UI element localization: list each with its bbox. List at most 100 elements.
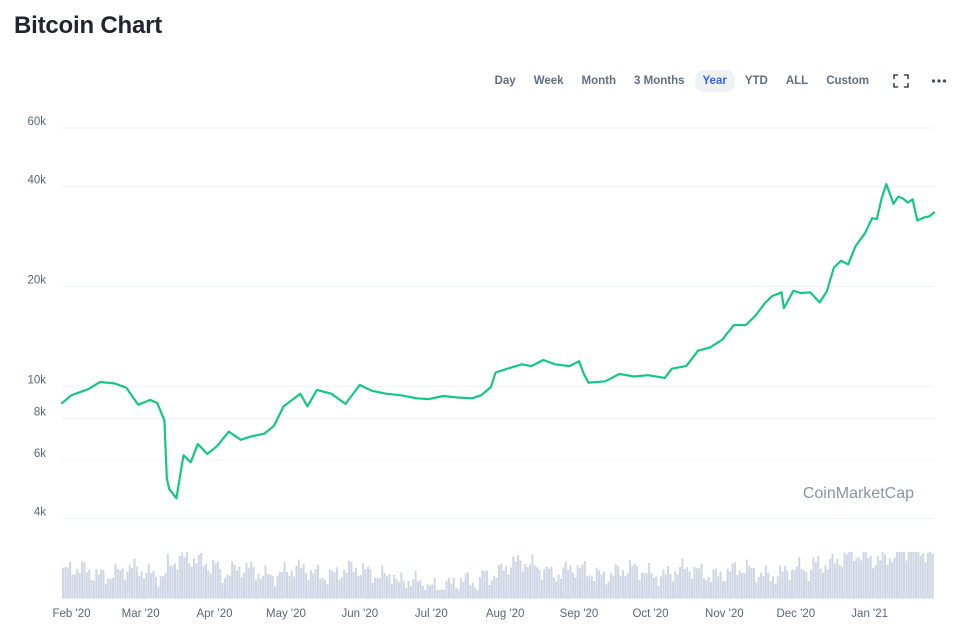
volume-bar: [769, 581, 772, 598]
range-all-button[interactable]: ALL: [785, 75, 809, 87]
volume-bar: [879, 560, 882, 598]
x-tick-label: Jul '20: [415, 608, 448, 620]
volume-bar: [593, 581, 596, 598]
volume-bar: [514, 561, 517, 598]
volume-bar: [250, 561, 253, 598]
volume-bar: [324, 579, 327, 598]
volume-bar: [193, 558, 196, 598]
volume-bar: [881, 552, 884, 598]
range-day-button[interactable]: Day: [494, 75, 516, 87]
volume-bar: [855, 558, 858, 598]
time-range-toolbar: Day Week Month 3 Months Year YTD ALL Cus…: [487, 69, 953, 93]
x-tick-label: Jan '21: [851, 608, 888, 620]
volume-bar: [864, 552, 867, 598]
volume-bar: [154, 576, 157, 598]
volume-bar: [157, 586, 160, 598]
volume-bar: [114, 563, 117, 598]
volume-bar: [786, 570, 789, 598]
volume-bar: [545, 566, 548, 598]
x-tick-label: Mar '20: [122, 608, 160, 620]
range-ytd-button[interactable]: YTD: [744, 75, 768, 87]
volume-bar: [293, 576, 296, 598]
volume-bar: [888, 558, 891, 598]
volume-bar: [850, 552, 853, 598]
volume-bar: [891, 562, 894, 598]
volume-bar: [905, 560, 908, 598]
volume-bar: [533, 565, 536, 598]
volume-bar: [459, 578, 462, 598]
volume-bar: [552, 577, 555, 598]
volume-bar: [452, 577, 455, 598]
volume-bar: [719, 571, 722, 598]
volume-bar: [876, 556, 879, 598]
volume-bar: [612, 575, 615, 598]
volume-bar: [486, 570, 489, 598]
volume-bar: [695, 567, 698, 598]
volume-bar: [788, 579, 791, 598]
volume-bar: [645, 573, 648, 598]
volume-bar: [838, 564, 841, 598]
volume-bar: [867, 557, 870, 598]
volume-bar: [895, 552, 898, 598]
volume-bar: [721, 581, 724, 598]
fullscreen-icon[interactable]: [887, 69, 915, 93]
volume-bar: [517, 555, 520, 598]
volume-bar: [655, 576, 658, 598]
volume-bars: [62, 552, 934, 598]
volume-bar: [783, 565, 786, 598]
volume-bar: [752, 567, 755, 598]
range-week-button[interactable]: Week: [533, 75, 564, 87]
volume-bar: [364, 569, 367, 598]
volume-bar: [467, 572, 470, 598]
volume-bar: [183, 557, 186, 598]
volume-bar: [478, 577, 481, 598]
x-tick-label: Sep '20: [560, 608, 599, 620]
volume-bar: [426, 584, 429, 598]
volume-bar: [123, 579, 126, 598]
volume-bar: [919, 555, 922, 598]
y-tick-label: 40k: [27, 174, 46, 186]
volume-bar: [307, 580, 310, 598]
volume-bar: [390, 584, 393, 598]
volume-bar: [750, 568, 753, 598]
volume-bar: [762, 576, 765, 598]
volume-bar: [283, 561, 286, 598]
range-month-button[interactable]: Month: [581, 75, 617, 87]
volume-bar: [428, 585, 431, 598]
volume-bar: [495, 578, 498, 598]
volume-bar: [700, 563, 703, 598]
volume-bar: [683, 568, 686, 598]
volume-bar: [409, 586, 412, 598]
volume-bar: [247, 568, 250, 598]
volume-bar: [285, 571, 288, 598]
range-3-months-button[interactable]: 3 Months: [634, 75, 685, 87]
volume-bar: [169, 565, 172, 598]
volume-bar: [548, 568, 551, 598]
volume-bar: [159, 575, 162, 598]
volume-bar: [698, 568, 701, 598]
volume-bar: [648, 562, 651, 598]
volume-bar: [609, 572, 613, 598]
volume-bar: [562, 567, 565, 598]
volume-bar: [257, 574, 260, 598]
volume-bar: [531, 554, 534, 598]
more-options-icon[interactable]: [925, 69, 953, 93]
volume-bar: [598, 570, 601, 598]
volume-bar: [243, 572, 246, 598]
volume-bar: [431, 584, 434, 598]
volume-bar: [624, 576, 627, 598]
volume-bar: [440, 589, 443, 598]
range-custom-button[interactable]: Custom: [826, 75, 869, 87]
volume-bar: [231, 561, 234, 598]
x-axis-labels: Feb '20 Mar '20 Apr '20 May '20 Jun '20 Jul '…: [53, 608, 889, 620]
volume-bar: [152, 570, 155, 598]
volume-bar: [874, 565, 877, 598]
volume-bar: [135, 566, 138, 598]
volume-bar: [505, 565, 508, 598]
y-tick-label: 20k: [27, 274, 46, 286]
volume-bar: [710, 582, 713, 598]
volume-bar: [100, 569, 103, 598]
range-year-button[interactable]: Year: [694, 70, 735, 92]
volume-bar: [278, 571, 281, 598]
